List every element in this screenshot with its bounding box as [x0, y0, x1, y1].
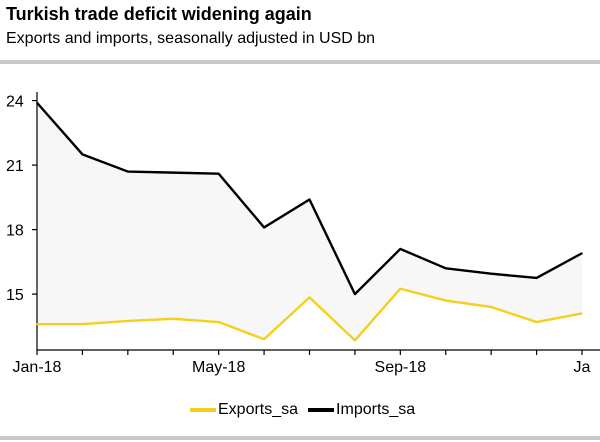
- y-tick-label-24: 24: [6, 94, 24, 111]
- point-1-8: [399, 248, 402, 250]
- point-0-4: [217, 321, 220, 323]
- legend-label-imports: Imports_sa: [336, 401, 416, 418]
- point-0-8: [399, 287, 402, 290]
- point-0-3: [172, 318, 175, 320]
- point-0-1: [81, 323, 84, 326]
- point-1-3: [172, 171, 175, 174]
- point-1-11: [535, 277, 538, 279]
- legend-item-imports: Imports_sa: [308, 401, 415, 419]
- point-0-7: [354, 339, 356, 342]
- y-tick-label-15: 15: [6, 287, 24, 304]
- chart-title: Turkish trade deficit widening again: [6, 4, 312, 24]
- point-1-4: [217, 172, 220, 175]
- x-tick-label-2: Sep-18: [375, 359, 427, 376]
- deficit-shaded-area: [37, 102, 582, 341]
- point-1-1: [81, 153, 84, 156]
- legend-swatch-exports: [190, 408, 216, 412]
- x-tick-label-1: May-18: [192, 359, 245, 376]
- bottom-divider: [0, 436, 600, 440]
- point-1-7: [354, 293, 356, 295]
- point-0-10: [490, 306, 492, 308]
- point-0-9: [444, 299, 447, 302]
- point-0-6: [308, 296, 311, 299]
- legend-swatch-imports: [308, 408, 335, 412]
- x-tick-label-0: Jan-18: [13, 359, 62, 376]
- legend-item-exports: Exports_sa: [190, 401, 298, 419]
- chart-subtitle: Exports and imports, seasonally adjusted…: [6, 30, 376, 47]
- y-tick-label-21: 21: [6, 158, 24, 175]
- top-divider: [0, 60, 600, 64]
- point-1-10: [490, 272, 492, 275]
- point-0-2: [127, 320, 129, 322]
- point-1-2: [127, 170, 129, 173]
- point-0-0: [36, 323, 38, 326]
- point-1-12: [581, 252, 583, 255]
- point-1-0: [36, 101, 38, 104]
- y-tick-label-18: 18: [6, 223, 24, 240]
- point-0-12: [581, 312, 583, 315]
- point-1-9: [444, 267, 447, 270]
- point-0-5: [263, 338, 265, 341]
- point-1-6: [308, 198, 311, 201]
- x-tick-label-3: Ja: [574, 359, 591, 376]
- legend-label-exports: Exports_sa: [218, 401, 299, 418]
- legend: Exports_sa Imports_sa: [190, 401, 425, 419]
- point-1-5: [263, 226, 265, 229]
- point-0-11: [535, 321, 538, 323]
